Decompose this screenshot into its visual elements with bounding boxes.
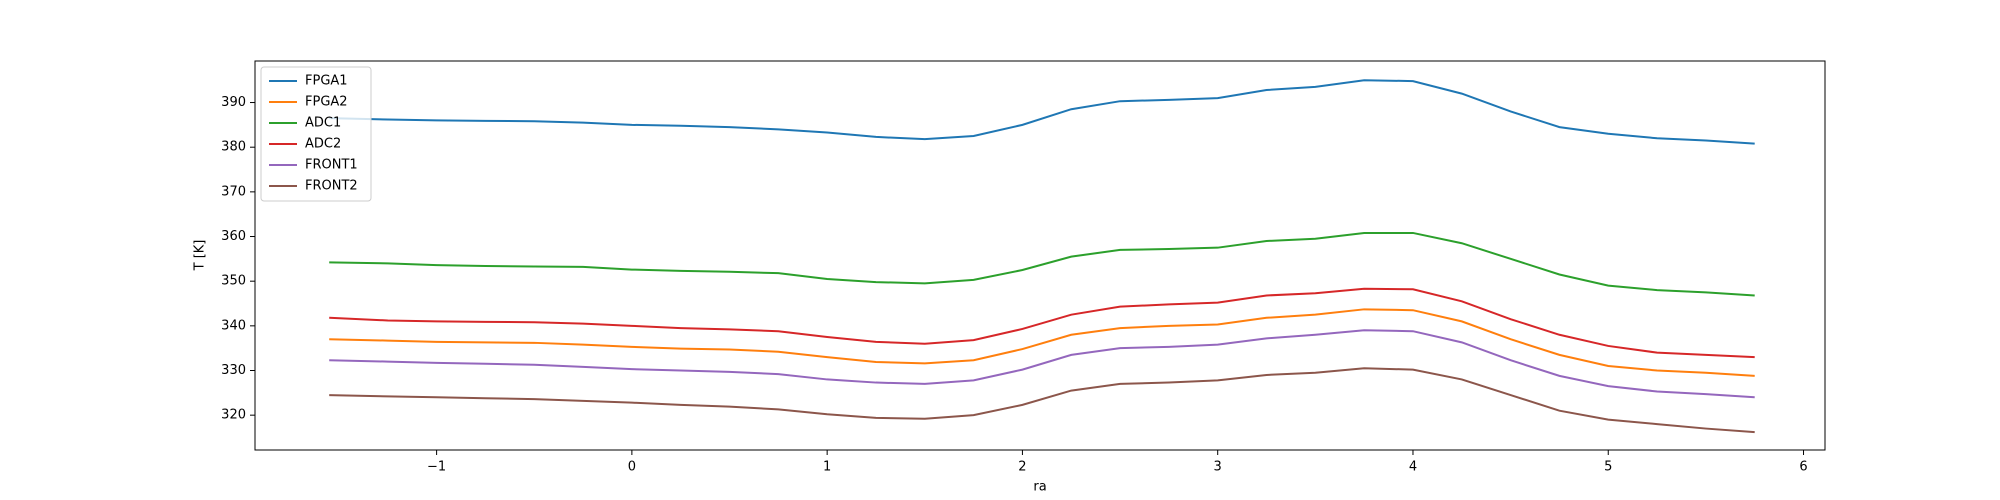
series-line xyxy=(329,329,1755,399)
x-tick-label: 5 xyxy=(1604,460,1612,475)
legend-label: FRONT2 xyxy=(305,179,358,194)
y-tick-label: 330 xyxy=(221,363,246,378)
series-line xyxy=(329,367,1755,434)
legend-label: ADC1 xyxy=(305,116,341,131)
y-tick-label: 340 xyxy=(221,318,246,333)
x-tick-label: 4 xyxy=(1409,460,1417,475)
y-tick-label: 350 xyxy=(221,274,246,289)
series-line xyxy=(329,287,1755,359)
y-tick-label: 370 xyxy=(221,184,246,199)
x-tick-label: 1 xyxy=(823,460,831,475)
series-line xyxy=(329,79,1755,145)
x-tick-label: 0 xyxy=(628,460,636,475)
series-line xyxy=(329,308,1755,377)
legend-box xyxy=(260,66,372,202)
y-tick-label: 390 xyxy=(221,95,246,110)
x-axis-label: ra xyxy=(1033,480,1046,495)
legend-label: ADC2 xyxy=(305,137,341,152)
x-tick-label: 6 xyxy=(1799,460,1807,475)
y-tick-label: 320 xyxy=(221,408,246,423)
y-tick-label: 380 xyxy=(221,140,246,155)
y-axis-label: T [K] xyxy=(193,240,208,272)
legend-label: FPGA2 xyxy=(305,95,348,110)
x-tick-label: −1 xyxy=(427,460,446,475)
series-line xyxy=(329,231,1755,297)
x-tick-label: 2 xyxy=(1018,460,1026,475)
legend-label: FRONT1 xyxy=(305,158,358,173)
legend-label: FPGA1 xyxy=(305,74,348,89)
plot-frame xyxy=(254,60,1826,451)
x-tick-label: 3 xyxy=(1214,460,1222,475)
y-tick-label: 360 xyxy=(221,229,246,244)
